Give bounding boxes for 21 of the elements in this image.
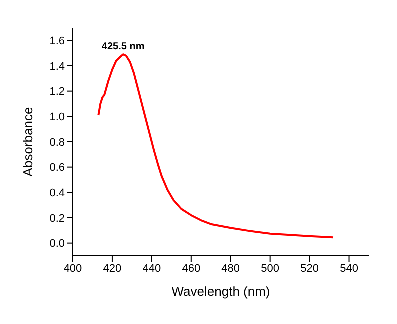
y-tick-label: 1.4 [50, 60, 65, 73]
x-axis-title: Wavelength (nm) [172, 284, 270, 299]
x-tick-label: 460 [182, 262, 201, 275]
y-tick-label: 1.6 [50, 36, 65, 48]
x-tick-label: 480 [222, 262, 240, 275]
y-tick-label: 0.6 [50, 162, 65, 174]
x-tick-label: 540 [340, 262, 358, 275]
line-series [98, 54, 334, 239]
y-tick-label: 0.2 [50, 212, 65, 225]
y-tick-label: 0.8 [50, 136, 65, 149]
y-axis-title: Absorbance [20, 107, 36, 177]
annotation: 425.5 nm [102, 42, 145, 53]
x-tick-label: 420 [103, 262, 122, 275]
x-tick-label: 440 [142, 262, 162, 275]
y-tick-label: 0.4 [50, 188, 65, 200]
x-tick-label: 400 [64, 262, 82, 275]
y-tick-label: 1.0 [50, 112, 65, 124]
x-tick-label: 500 [261, 262, 280, 275]
y-tick-label: 1.2 [50, 86, 65, 98]
x-tick-label: 520 [300, 262, 319, 275]
y-tick-label: 0.0 [50, 238, 65, 250]
